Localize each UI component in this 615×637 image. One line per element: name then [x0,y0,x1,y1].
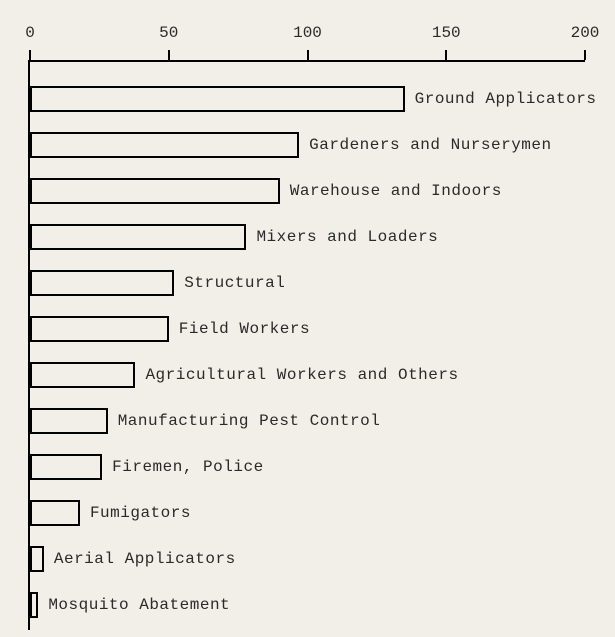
plot-area: Ground ApplicatorsGardeners and Nurserym… [30,65,585,625]
bar [30,224,246,250]
bar [30,500,80,526]
bar-row: Gardeners and Nurserymen [30,131,552,159]
bar [30,592,38,618]
bar-label: Manufacturing Pest Control [118,412,381,430]
bar-label: Structural [184,274,285,292]
bar-label: Mosquito Abatement [48,596,230,614]
x-tick-label: 200 [571,24,600,42]
bar-label: Fumigators [90,504,191,522]
x-tick [168,50,170,60]
bar-label: Field Workers [179,320,310,338]
bar [30,546,44,572]
bar [30,132,299,158]
bar [30,408,108,434]
bar-row: Agricultural Workers and Others [30,361,459,389]
bar [30,86,405,112]
bar-row: Mosquito Abatement [30,591,230,619]
horizontal-bar-chart: 0 50 100 150 200 Ground ApplicatorsGarde… [0,0,615,637]
bar-row: Field Workers [30,315,310,343]
x-tick-label: 150 [432,24,461,42]
x-tick-label: 50 [159,24,178,42]
bar-row: Fumigators [30,499,191,527]
bar-label: Firemen, Police [112,458,264,476]
bar-label: Aerial Applicators [54,550,236,568]
bar [30,362,135,388]
x-axis-line [30,60,585,62]
bar-label: Agricultural Workers and Others [145,366,458,384]
bar-row: Manufacturing Pest Control [30,407,380,435]
bar [30,178,280,204]
bar [30,454,102,480]
x-tick-label: 0 [25,24,35,42]
bar-row: Mixers and Loaders [30,223,438,251]
bar-label: Ground Applicators [415,90,597,108]
bar-label: Gardeners and Nurserymen [309,136,551,154]
bar [30,316,169,342]
x-tick [307,50,309,60]
bar-row: Aerial Applicators [30,545,236,573]
x-tick-label: 100 [293,24,322,42]
x-tick [584,50,586,60]
bar-label: Warehouse and Indoors [290,182,502,200]
bar-row: Ground Applicators [30,85,596,113]
bar-label: Mixers and Loaders [256,228,438,246]
x-tick [29,50,31,60]
bar-row: Warehouse and Indoors [30,177,502,205]
bar-row: Structural [30,269,285,297]
bar [30,270,174,296]
x-tick [445,50,447,60]
bar-row: Firemen, Police [30,453,264,481]
